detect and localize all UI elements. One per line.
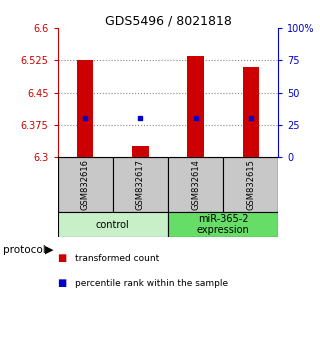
Text: transformed count: transformed count bbox=[75, 254, 159, 263]
Text: control: control bbox=[96, 219, 130, 229]
Bar bbox=[187, 56, 204, 157]
FancyBboxPatch shape bbox=[223, 157, 278, 212]
Text: GSM832617: GSM832617 bbox=[136, 159, 145, 210]
Text: GSM832614: GSM832614 bbox=[191, 159, 200, 210]
Title: GDS5496 / 8021818: GDS5496 / 8021818 bbox=[105, 14, 231, 27]
Bar bbox=[77, 61, 93, 157]
FancyBboxPatch shape bbox=[113, 157, 168, 212]
FancyBboxPatch shape bbox=[58, 212, 168, 237]
Text: percentile rank within the sample: percentile rank within the sample bbox=[75, 279, 228, 288]
Text: ■: ■ bbox=[58, 253, 67, 263]
Text: GSM832616: GSM832616 bbox=[81, 159, 90, 210]
Text: ■: ■ bbox=[58, 278, 67, 288]
Bar bbox=[132, 146, 149, 157]
Text: ▶: ▶ bbox=[45, 245, 54, 255]
Bar bbox=[243, 67, 259, 157]
Text: protocol: protocol bbox=[3, 245, 46, 255]
FancyBboxPatch shape bbox=[168, 157, 223, 212]
FancyBboxPatch shape bbox=[168, 212, 278, 237]
Text: GSM832615: GSM832615 bbox=[246, 159, 255, 210]
FancyBboxPatch shape bbox=[58, 157, 113, 212]
Text: miR-365-2
expression: miR-365-2 expression bbox=[197, 214, 250, 235]
